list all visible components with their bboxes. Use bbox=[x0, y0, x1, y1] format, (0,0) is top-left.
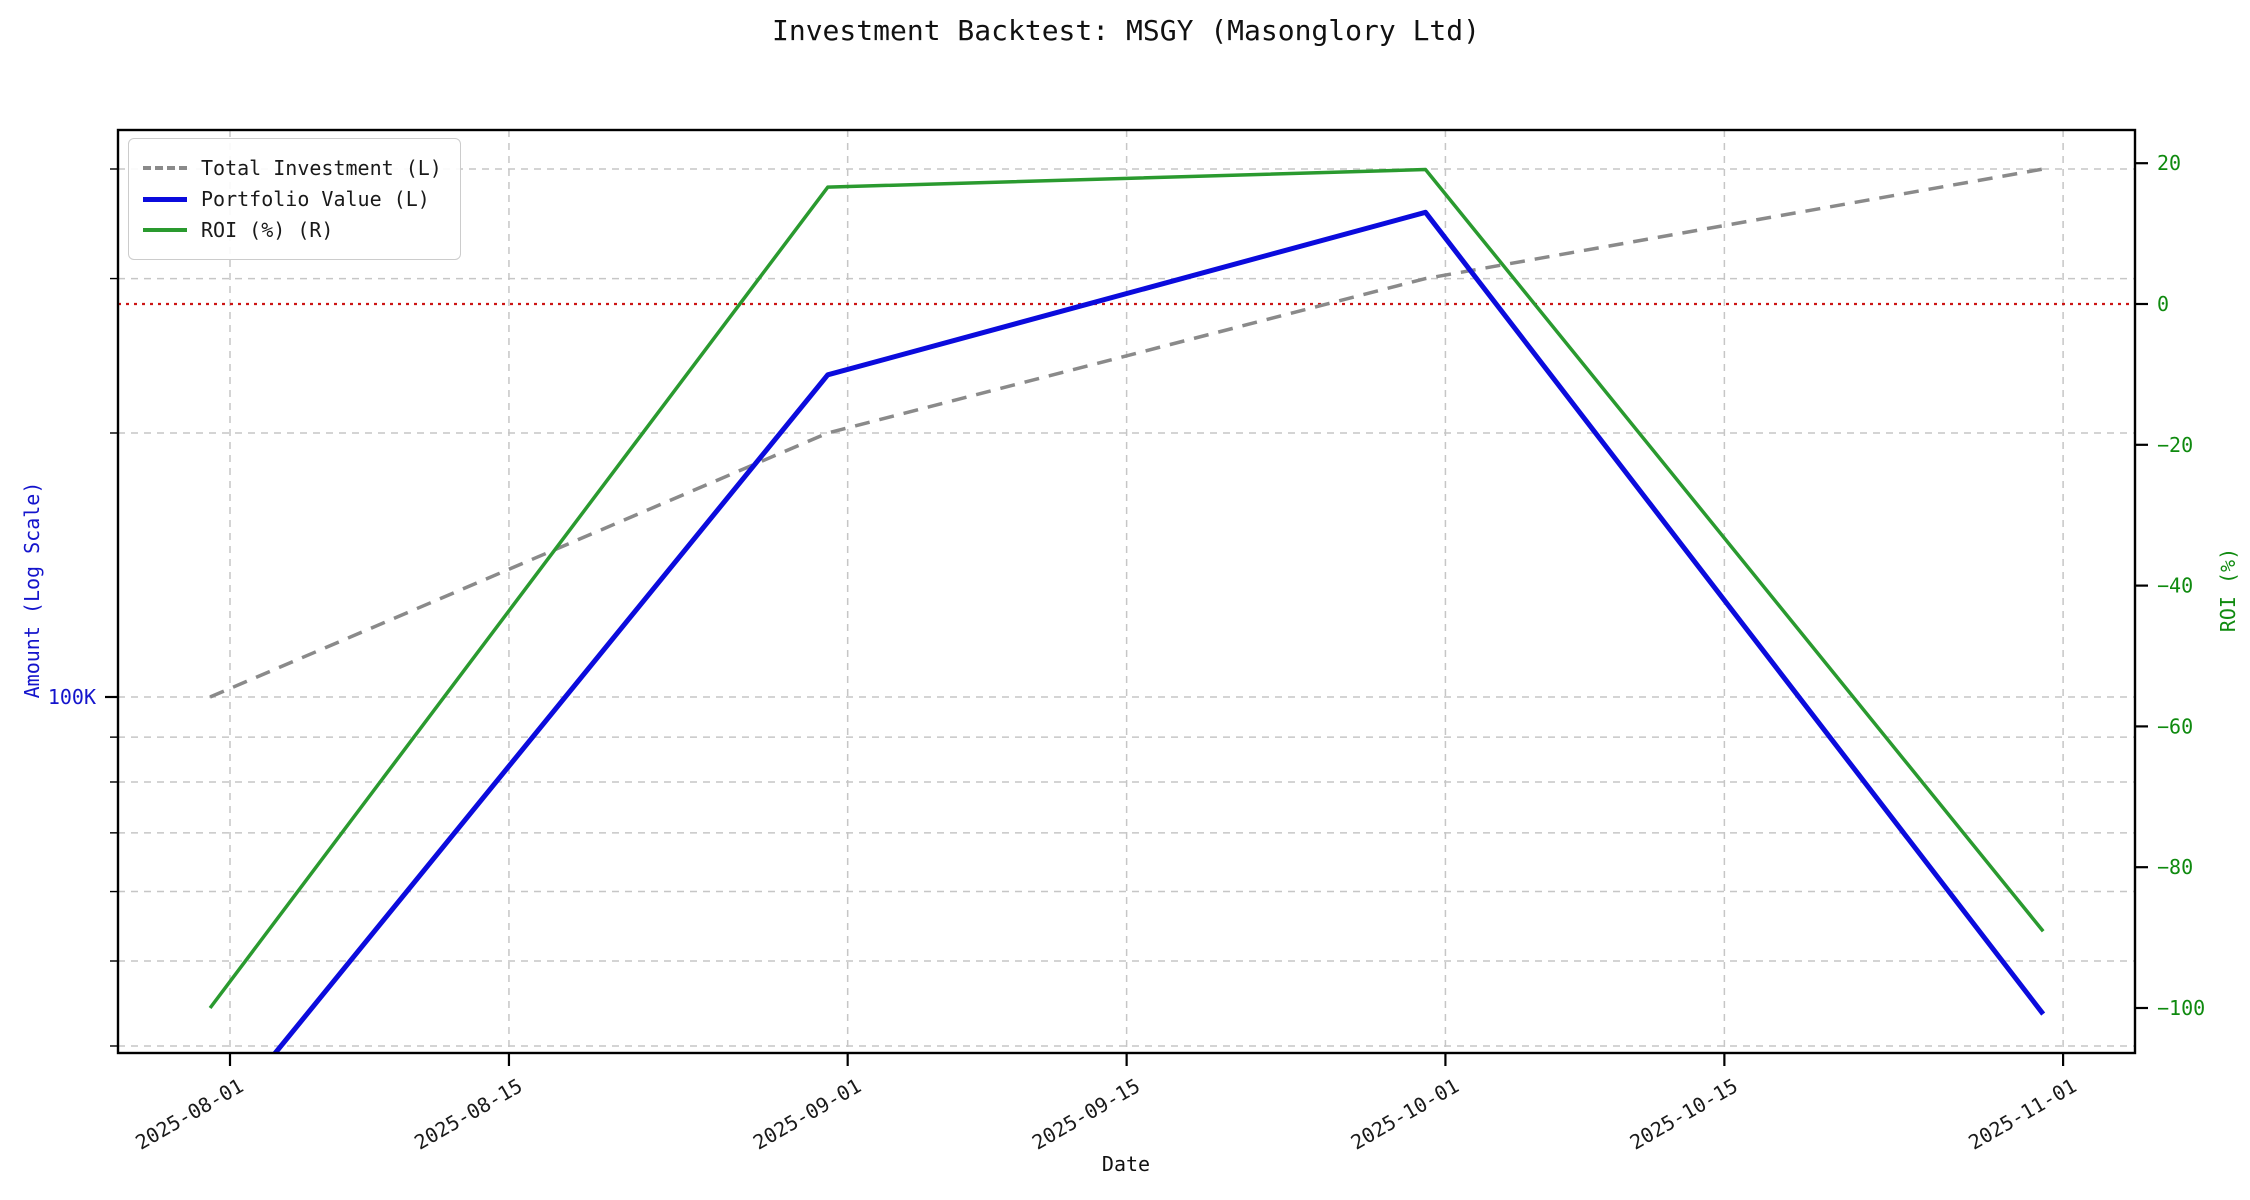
left-tick-labels: 100K bbox=[48, 168, 118, 1047]
right-tick-label: −100 bbox=[2157, 996, 2205, 1020]
right-tick-labels: 20 0 −20 −40 −60 −80 −100 bbox=[2135, 151, 2205, 1020]
legend-item: ROI (%) (R) bbox=[143, 218, 442, 242]
line-portfolio-value-l bbox=[272, 209, 2046, 1053]
right-axis-label: ROI (%) bbox=[2216, 547, 2240, 633]
legend-item-label: Portfolio Value (L) bbox=[201, 187, 430, 211]
legend-line-swatch bbox=[143, 196, 187, 202]
x-tick-label: 2025-10-01 bbox=[1347, 1074, 1463, 1155]
right-tick-label: −80 bbox=[2157, 855, 2193, 879]
legend-item: Portfolio Value (L) bbox=[143, 187, 442, 211]
right-tick-label: 20 bbox=[2157, 151, 2181, 175]
x-tick-label: 2025-08-01 bbox=[131, 1074, 247, 1155]
x-tick-label: 2025-11-01 bbox=[1964, 1074, 2080, 1155]
right-tick-label: −40 bbox=[2157, 574, 2193, 598]
left-axis-label: Amount (Log Scale) bbox=[20, 481, 44, 699]
right-tick-label: −60 bbox=[2157, 714, 2193, 738]
right-tick-label: 0 bbox=[2157, 292, 2169, 316]
line-roi-r bbox=[208, 167, 2045, 1010]
x-tick-label: 2025-08-15 bbox=[410, 1074, 526, 1155]
x-tick-label: 2025-09-01 bbox=[749, 1074, 865, 1155]
line-total-investment-l bbox=[209, 167, 2044, 699]
legend-line-swatch bbox=[143, 166, 187, 170]
series-lines bbox=[208, 167, 2046, 1053]
chart-title: Investment Backtest: MSGY (Masonglory Lt… bbox=[771, 14, 1480, 47]
x-tick-label: 2025-10-15 bbox=[1626, 1074, 1742, 1155]
x-tick-labels: 2025-08-01 2025-08-15 2025-09-01 2025-09-15… bbox=[131, 1053, 2081, 1155]
legend-item-label: Total Investment (L) bbox=[201, 156, 442, 180]
left-tick-label: 100K bbox=[48, 685, 96, 709]
right-tick-label: −20 bbox=[2157, 433, 2193, 457]
x-tick-label: 2025-09-15 bbox=[1028, 1074, 1144, 1155]
legend-item-label: ROI (%) (R) bbox=[201, 218, 334, 242]
legend-item: Total Investment (L) bbox=[143, 156, 442, 180]
x-axis-label: Date bbox=[1101, 1152, 1151, 1176]
legend-line-swatch bbox=[143, 228, 187, 232]
legend: Total Investment (L) Portfolio Value (L) R… bbox=[128, 138, 461, 260]
v-gridlines bbox=[229, 130, 2064, 1053]
